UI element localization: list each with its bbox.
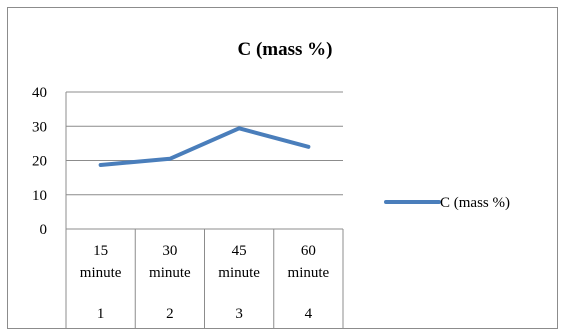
category-label-index: 1: [97, 306, 105, 322]
gridlines: [65, 91, 343, 230]
x-axis-category-table: 15 minute 1 30 minute 2 45 minute 3 60 minute 4: [65, 229, 344, 329]
legend-label: C (mass %): [440, 195, 510, 211]
category-label-unit: minute: [288, 265, 330, 281]
category-label-index: 4: [305, 306, 313, 322]
category-label-minutes: 30: [162, 243, 177, 259]
category-label-index: 3: [235, 306, 243, 322]
category-label-unit: minute: [218, 265, 260, 281]
y-tick-label: 10: [32, 188, 47, 204]
y-tick-label: 40: [32, 85, 47, 101]
y-tick-label: 30: [32, 119, 47, 135]
legend: C (mass %): [384, 195, 510, 211]
chart-title: C (mass %): [238, 39, 333, 60]
series-line: [98, 126, 311, 167]
y-tick-label: 20: [32, 154, 47, 170]
category-label-minutes: 45: [232, 243, 247, 259]
category-label-unit: minute: [80, 265, 122, 281]
y-tick-label: 0: [40, 222, 48, 238]
category-label-index: 2: [166, 306, 174, 322]
y-axis-tick-labels: 0 10 20 30 40: [32, 85, 47, 238]
category-label-minutes: 15: [93, 243, 108, 259]
series-lines: [98, 126, 311, 167]
chart-frame: [7, 7, 558, 329]
category-label-minutes: 60: [301, 243, 316, 259]
category-label-unit: minute: [149, 265, 191, 281]
